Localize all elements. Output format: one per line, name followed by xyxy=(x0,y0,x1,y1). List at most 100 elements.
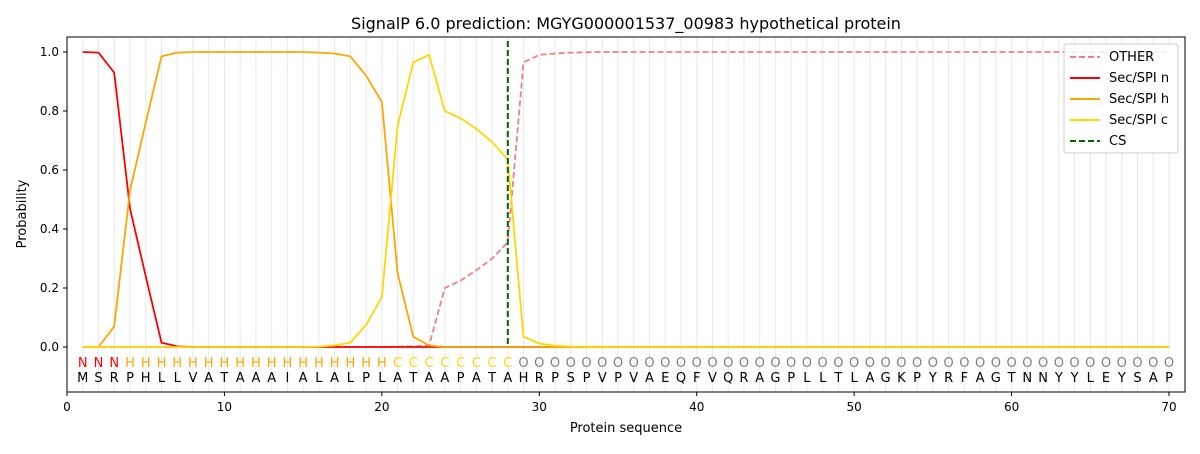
series-line-sec-spi-n xyxy=(82,51,1169,348)
region-label: O xyxy=(1085,356,1095,371)
region-label: H xyxy=(361,356,371,371)
x-tick-label: 30 xyxy=(532,400,547,414)
region-label: C xyxy=(456,356,465,371)
region-label: O xyxy=(1069,356,1079,371)
region-label: O xyxy=(723,356,733,371)
region-label: C xyxy=(503,356,512,371)
x-axis-label: Protein sequence xyxy=(570,421,682,436)
region-label: H xyxy=(345,356,355,371)
region-label: O xyxy=(644,356,654,371)
x-tick-label: 60 xyxy=(1004,400,1019,414)
region-label: O xyxy=(739,356,749,371)
region-label: H xyxy=(204,356,214,371)
legend-entry: Sec/SPI n xyxy=(1109,71,1169,86)
y-tick-label: 0.6 xyxy=(40,163,59,177)
region-label: O xyxy=(518,356,528,371)
legend-entry: Sec/SPI c xyxy=(1109,113,1168,128)
x-tick-label: 40 xyxy=(689,400,704,414)
region-label: H xyxy=(377,356,387,371)
region-label: H xyxy=(267,356,277,371)
region-label: O xyxy=(1117,356,1127,371)
region-label: H xyxy=(125,356,135,371)
legend: OTHER Sec/SPI n Sec/SPI h Sec/SPI c CS xyxy=(1063,43,1179,154)
region-label: O xyxy=(896,356,906,371)
region-label: C xyxy=(425,356,434,371)
region-label: O xyxy=(1038,356,1048,371)
region-label: O xyxy=(849,356,859,371)
x-tick-label: 70 xyxy=(1161,400,1176,414)
region-label: C xyxy=(393,356,402,371)
region-label: H xyxy=(220,356,230,371)
region-label: C xyxy=(488,356,497,371)
y-tick-label: 1.0 xyxy=(40,45,59,59)
region-label: O xyxy=(865,356,875,371)
region-label: O xyxy=(943,356,953,371)
region-label: N xyxy=(78,356,88,371)
region-label: H xyxy=(172,356,182,371)
region-label: C xyxy=(472,356,481,371)
region-label: O xyxy=(928,356,938,371)
region-label: H xyxy=(188,356,198,371)
region-label: O xyxy=(1148,356,1158,371)
region-label: O xyxy=(975,356,985,371)
region-label: H xyxy=(157,356,167,371)
x-tick-label: 10 xyxy=(217,400,232,414)
region-label: H xyxy=(330,356,340,371)
region-label: O xyxy=(881,356,891,371)
sequence-text: MSRPHLLVATAAAIALALPLATAAPATAHRPSPVPVAEQF… xyxy=(77,371,1173,386)
region-label: O xyxy=(692,356,702,371)
x-tick-label: 0 xyxy=(63,400,71,414)
region-label: C xyxy=(440,356,449,371)
series-line-sec-spi-c xyxy=(82,53,1169,348)
region-label: H xyxy=(314,356,324,371)
region-label: O xyxy=(566,356,576,371)
series-line-sec-spi-h xyxy=(82,51,1169,348)
y-tick-label: 0.8 xyxy=(40,104,59,118)
region-label: C xyxy=(409,356,418,371)
region-label: O xyxy=(1006,356,1016,371)
region-label: O xyxy=(959,356,969,371)
region-label: O xyxy=(1164,356,1174,371)
region-label: H xyxy=(283,356,293,371)
y-tick-label: 0.4 xyxy=(40,222,59,236)
legend-entry: Sec/SPI h xyxy=(1109,92,1169,107)
region-label: O xyxy=(629,356,639,371)
region-label: O xyxy=(912,356,922,371)
region-label: O xyxy=(786,356,796,371)
region-label: O xyxy=(1101,356,1111,371)
legend-box xyxy=(1063,43,1179,154)
region-label: O xyxy=(707,356,717,371)
region-label: H xyxy=(298,356,308,371)
region-label: O xyxy=(660,356,670,371)
region-label: O xyxy=(1022,356,1032,371)
region-label: O xyxy=(676,356,686,371)
region-label: O xyxy=(534,356,544,371)
region-label: N xyxy=(109,356,119,371)
y-tick-label: 0.2 xyxy=(40,281,59,295)
y-tick-label: 0.0 xyxy=(40,340,59,354)
region-label: O xyxy=(550,356,560,371)
region-label: H xyxy=(141,356,151,371)
x-tick-label: 20 xyxy=(374,400,389,414)
region-label: O xyxy=(833,356,843,371)
region-label: O xyxy=(755,356,765,371)
x-tick-label: 50 xyxy=(847,400,862,414)
region-label: H xyxy=(235,356,245,371)
legend-entry: CS xyxy=(1109,134,1126,149)
region-label: O xyxy=(597,356,607,371)
plot-frame xyxy=(66,36,1186,393)
region-label: O xyxy=(613,356,623,371)
region-label: O xyxy=(1132,356,1142,371)
region-label: O xyxy=(1054,356,1064,371)
region-label: N xyxy=(94,356,104,371)
region-label: H xyxy=(251,356,261,371)
series-line-other xyxy=(82,51,1169,348)
y-axis-label: Probability xyxy=(15,179,30,248)
region-label: O xyxy=(581,356,591,371)
region-label: O xyxy=(818,356,828,371)
chart-title: SignalP 6.0 prediction: MGYG000001537_00… xyxy=(351,14,901,34)
region-label: O xyxy=(802,356,812,371)
legend-entry: OTHER xyxy=(1109,50,1154,65)
region-label: O xyxy=(770,356,780,371)
